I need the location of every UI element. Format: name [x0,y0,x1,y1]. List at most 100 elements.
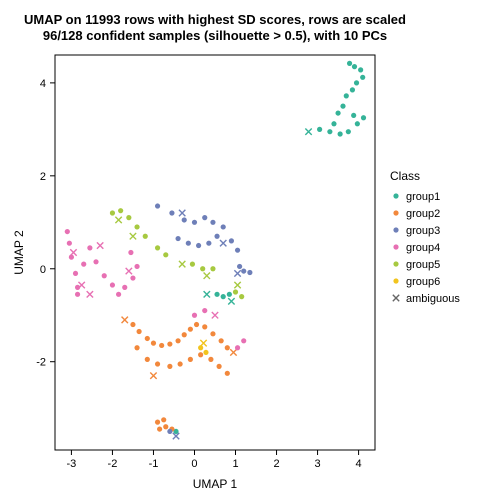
point-group3 [182,217,187,222]
legend-swatch-group2 [393,210,398,215]
ytick-label: 4 [40,78,46,90]
point-group2 [219,338,224,343]
xtick-label: 2 [273,458,279,470]
point-group4 [241,338,246,343]
point-group1 [347,61,352,66]
point-group4 [122,285,127,290]
point-group5 [134,224,139,229]
xtick-label: 1 [232,458,238,470]
point-group4 [134,264,139,269]
point-group5 [210,266,215,271]
point-group2 [217,364,222,369]
point-group3 [247,270,252,275]
point-group5 [143,234,148,239]
point-group2 [208,357,213,362]
point-group2 [210,331,215,336]
point-group4 [93,259,98,264]
point-group2 [167,364,172,369]
point-group1 [214,292,219,297]
ytick-label: 0 [40,264,46,276]
legend-label-group3: group3 [406,225,440,237]
point-group3 [169,210,174,215]
point-group3 [241,268,246,273]
point-group4 [110,282,115,287]
point-group4 [202,308,207,313]
legend-swatch-group4 [393,244,398,249]
point-group1 [331,121,336,126]
point-group4 [65,229,70,234]
legend-label-ambiguous: ambiguous [406,293,460,305]
point-group5 [200,266,205,271]
point-group6 [203,350,208,355]
xtick-label: 3 [315,458,321,470]
point-group2 [163,424,168,429]
point-group5 [118,208,123,213]
title-line-2: 96/128 confident samples (silhouette > 0… [43,28,387,43]
point-group2 [145,357,150,362]
point-group1 [358,67,363,72]
point-group2 [130,322,135,327]
legend-label-group4: group4 [406,242,440,254]
point-group3 [202,215,207,220]
point-group2 [225,371,230,376]
point-group1 [317,127,322,132]
point-group1 [352,64,357,69]
point-group3 [210,220,215,225]
point-group3 [221,224,226,229]
point-group1 [354,80,359,85]
point-group2 [194,322,199,327]
point-group3 [175,236,180,241]
xtick-label: -3 [67,458,77,470]
point-group3 [186,241,191,246]
point-group2 [134,345,139,350]
point-group5 [126,215,131,220]
point-group3 [229,238,234,243]
point-group4 [116,292,121,297]
legend-swatch-group3 [393,227,398,232]
point-group2 [159,343,164,348]
xtick-label: -1 [149,458,159,470]
point-group2 [155,420,160,425]
point-group5 [110,210,115,215]
point-group1 [335,110,340,115]
point-group2 [161,417,166,422]
point-group1 [360,75,365,80]
point-group2 [182,332,187,337]
point-group1 [327,129,332,134]
x-axis-title: UMAP 1 [193,477,238,491]
legend-swatch-group5 [393,261,398,266]
point-group3 [235,248,240,253]
point-group5 [155,245,160,250]
point-group2 [198,352,203,357]
legend-label-group5: group5 [406,259,440,271]
point-group2 [145,336,150,341]
ytick-label: -2 [36,357,46,369]
point-group3 [237,264,242,269]
point-group2 [188,357,193,362]
point-group1 [355,121,360,126]
point-group3 [155,203,160,208]
point-group3 [206,241,211,246]
point-group3 [196,243,201,248]
legend-title: Class [390,169,420,183]
point-group4 [235,345,240,350]
point-group4 [102,273,107,278]
point-group2 [155,361,160,366]
point-group4 [75,292,80,297]
xtick-label: 4 [356,458,362,470]
legend-swatch-group6 [393,278,398,283]
point-group1 [350,87,355,92]
point-group5 [233,289,238,294]
point-group2 [202,324,207,329]
point-group4 [81,262,86,267]
point-group1 [340,104,345,109]
point-group2 [157,426,162,431]
xtick-label: -2 [108,458,118,470]
point-group2 [188,327,193,332]
point-group4 [67,241,72,246]
point-group4 [130,275,135,280]
point-group1 [227,292,232,297]
legend-swatch-group1 [393,193,398,198]
point-group1 [351,113,356,118]
point-group3 [167,429,172,434]
